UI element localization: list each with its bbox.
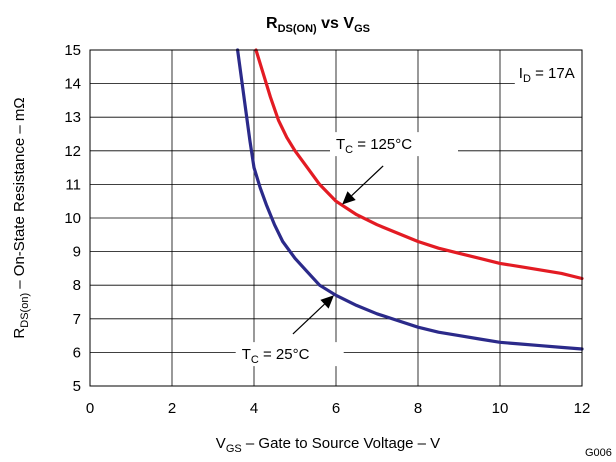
annotation-arrow-head-0 [342, 191, 356, 205]
y-tick-label: 9 [73, 244, 81, 261]
condition-label-bg [514, 60, 615, 85]
y-tick-label: 8 [73, 277, 81, 294]
series-label-bg-0 [330, 132, 458, 157]
x-axis-label: VGS – Gate to Source Voltage – V [216, 435, 440, 455]
series-line-0 [254, 48, 584, 281]
y-tick-label: 10 [64, 210, 81, 227]
x-tick-label: 10 [492, 400, 509, 417]
x-tick-label: 6 [332, 400, 340, 417]
x-tick-label: 4 [250, 400, 258, 417]
y-tick-label: 14 [64, 76, 81, 93]
x-tick-labels: 0 2 4 6 8 10 12 [86, 400, 591, 417]
series-label-0: TC = 125°C [336, 136, 412, 156]
x-tick-label: 0 [86, 400, 94, 417]
series-label-bg-1 [235, 342, 344, 367]
y-tick-labels: 5 6 7 8 9 10 11 12 13 14 15 [64, 42, 81, 395]
y-tick-label: 15 [64, 42, 81, 59]
y-axis-label: RDS(on) – On-State Resistance – mΩ [11, 97, 31, 338]
y-tick-label: 7 [73, 311, 81, 328]
condition-label: ID = 17A [519, 65, 575, 85]
y-tick-label: 11 [65, 176, 81, 193]
figure-code: G006 [585, 447, 612, 459]
y-tick-label: 5 [73, 378, 81, 395]
y-tick-label: 6 [73, 344, 81, 361]
annotation-arrow-line-1 [292, 303, 325, 335]
series-line-1 [236, 48, 584, 351]
x-tick-label: 12 [574, 400, 591, 417]
y-tick-label: 13 [64, 109, 81, 126]
x-tick-label: 8 [414, 400, 422, 417]
series-layer [236, 48, 584, 351]
chart-title: RDS(ON) vs VGS [266, 15, 370, 35]
y-tick-label: 12 [64, 143, 81, 160]
annotation-arrow-head-1 [320, 295, 334, 309]
annotations: ID = 17A TC = 125°C TC = 25°C [235, 60, 615, 367]
series-label-1: TC = 25°C [242, 346, 310, 366]
annotation-arrow-line-0 [351, 165, 384, 197]
grid [89, 49, 583, 387]
x-tick-label: 2 [168, 400, 176, 417]
plot-frame [89, 49, 583, 387]
